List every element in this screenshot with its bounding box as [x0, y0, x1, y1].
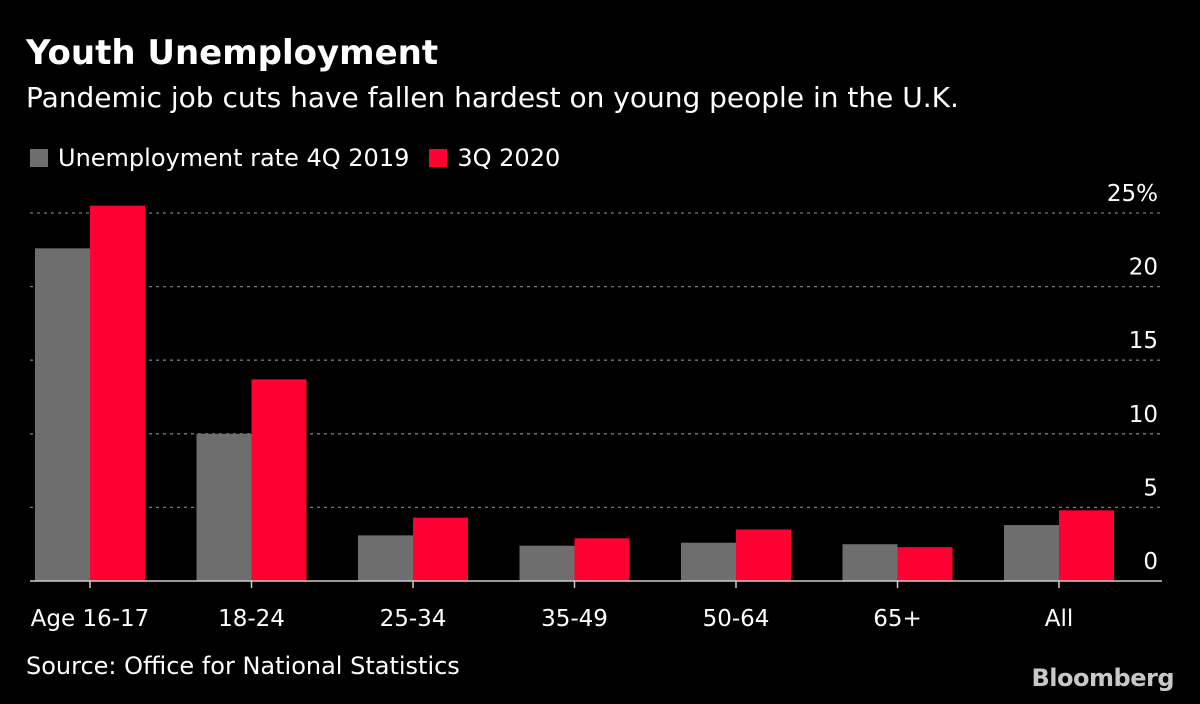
bar-3q-2020: [1059, 510, 1114, 581]
bar-3q-2020: [574, 538, 630, 581]
source-note: Source: Office for National Statistics: [26, 652, 460, 680]
legend-label-3q-2020: 3Q 2020: [457, 144, 561, 172]
bar-4q-2019: [842, 544, 898, 581]
legend-item-3q-2020: 3Q 2020: [429, 144, 560, 172]
chart-subtitle: Pandemic job cuts have fallen hardest on…: [26, 81, 959, 114]
bloomberg-logo: Bloomberg: [1031, 664, 1175, 692]
bar-4q-2019: [196, 433, 252, 581]
bar-3q-2020: [736, 529, 791, 581]
chart-title: Youth Unemployment: [26, 33, 439, 73]
y-tick-label: 15: [1129, 328, 1158, 354]
legend: Unemployment rate 4Q 2019 3Q 2020: [30, 143, 560, 173]
y-tick-label: 5: [1143, 475, 1158, 501]
x-category-label: All: [1045, 606, 1074, 632]
y-tick-label: 0: [1143, 549, 1158, 575]
bar-3q-2020: [897, 547, 953, 581]
bar-3q-2020: [251, 379, 307, 581]
bar-3q-2020: [90, 205, 145, 581]
x-category-label: 18-24: [218, 606, 285, 632]
bar-4q-2019: [519, 545, 575, 581]
bar-3q-2020: [413, 517, 468, 581]
x-category-label: Age 16-17: [31, 606, 150, 632]
bar-4q-2019: [1004, 525, 1059, 581]
y-tick-label: 20: [1129, 255, 1158, 281]
x-category-label: 35-49: [541, 606, 608, 632]
bar-4q-2019: [681, 542, 736, 581]
legend-swatch-3q-2020: [429, 149, 448, 167]
x-category-label: 65+: [873, 606, 922, 632]
bar-4q-2019: [35, 248, 90, 581]
bar-4q-2019: [358, 535, 413, 581]
legend-label-4q-2019: Unemployment rate 4Q 2019: [58, 144, 410, 172]
x-category-label: 25-34: [380, 606, 447, 632]
y-tick-label: 10: [1129, 402, 1158, 428]
x-category-label: 50-64: [703, 606, 770, 632]
legend-item-4q-2019: Unemployment rate 4Q 2019: [30, 144, 409, 172]
y-tick-label: 25%: [1107, 181, 1158, 207]
legend-swatch-4q-2019: [30, 149, 48, 167]
